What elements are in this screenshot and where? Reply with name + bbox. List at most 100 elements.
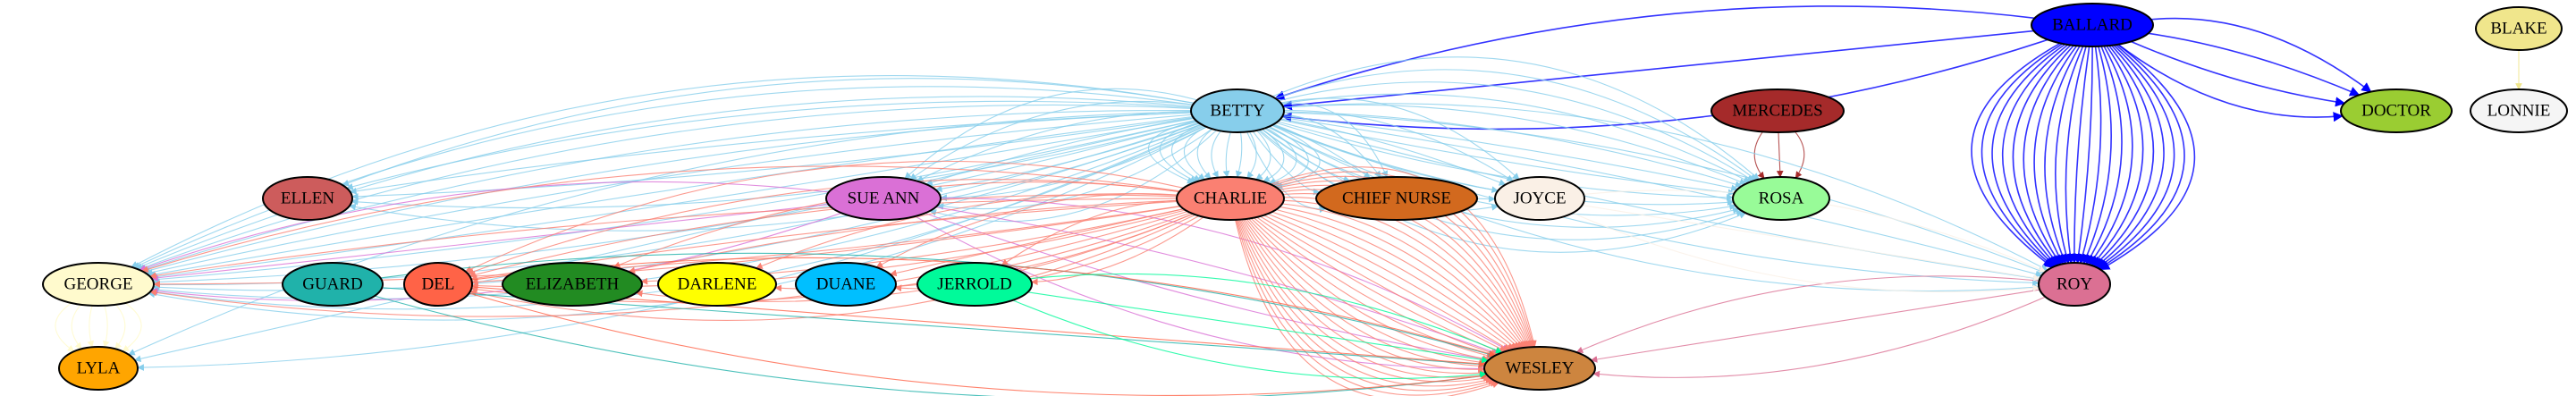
node-betty[interactable]: BETTY <box>1190 88 1285 133</box>
edge-george-to-lyla <box>122 302 142 352</box>
node-george[interactable]: GEORGE <box>42 262 155 307</box>
edge-roy-to-wesley <box>1592 296 2046 378</box>
edge-sue-ann-to-george <box>150 212 842 301</box>
node-wesley[interactable]: WESLEY <box>1483 346 1596 391</box>
edge-betty-to-sue-ann <box>904 88 1198 180</box>
edge-betty-to-charlie <box>1196 128 1213 180</box>
edge-betty-to-rosa <box>1276 122 1734 201</box>
node-guard[interactable]: GUARD <box>282 262 384 307</box>
edge-ballard-to-doctor <box>2117 44 2344 122</box>
node-jerrold[interactable]: JERROLD <box>916 262 1033 307</box>
edge-charlie-to-wesley <box>1242 219 1485 374</box>
edge-betty-to-george <box>145 114 1192 276</box>
node-joyce-label: JOYCE <box>1513 190 1566 208</box>
node-mercedes[interactable]: MERCEDES <box>1710 88 1845 133</box>
node-joyce-shape <box>1494 176 1585 221</box>
edge-ballard-to-roy <box>2082 46 2112 265</box>
edge-guard-to-wesley <box>374 295 1489 396</box>
node-roy[interactable]: ROY <box>2038 262 2111 307</box>
node-blake[interactable]: BLAKE <box>2475 6 2563 51</box>
edge-betty-to-rosa <box>1271 56 1760 181</box>
node-lonnie-shape <box>2470 88 2568 133</box>
edge-charlie-to-george <box>149 210 1188 317</box>
edge-charlie-to-wesley <box>1276 208 1520 350</box>
node-duane-shape <box>795 262 897 307</box>
node-roy-label: ROY <box>2057 275 2092 294</box>
node-lyla[interactable]: LYLA <box>58 346 139 391</box>
node-charlie-label: CHARLIE <box>1194 190 1267 208</box>
node-rosa[interactable]: ROSA <box>1732 176 1830 221</box>
node-jerrold-label: JERROLD <box>937 275 1011 294</box>
edge-ballard-to-doctor <box>2148 32 2361 97</box>
node-elizabeth[interactable]: ELIZABETH <box>502 262 643 307</box>
edge-ballard-to-doctor <box>2150 17 2372 93</box>
edge-ballard-to-doctor <box>2130 40 2346 107</box>
edge-betty-to-charlie <box>1147 120 1197 184</box>
node-duane[interactable]: DUANE <box>795 262 897 307</box>
node-sue-ann[interactable]: SUE ANN <box>825 176 942 221</box>
edge-betty-to-lyla <box>133 120 1196 363</box>
edge-sue-ann-to-wesley <box>915 215 1485 373</box>
edge-george-to-lyla <box>103 305 110 349</box>
edge-ballard-to-roy <box>2085 46 2123 265</box>
edge-ballard-to-roy <box>2033 45 2078 265</box>
node-darlene[interactable]: DARLENE <box>657 262 777 307</box>
node-ballard-label: BALLARD <box>2052 16 2133 35</box>
edge-betty-to-joyce <box>1280 97 1520 181</box>
edge-charlie-to-wesley <box>1267 213 1514 350</box>
edge-ballard-to-roy <box>2092 45 2155 267</box>
edge-ballard-to-roy <box>2090 45 2144 266</box>
edge-ballard-to-betty <box>1281 38 2048 131</box>
edge-betty-to-rosa <box>1280 119 1736 197</box>
edge-betty-to-roy <box>1283 112 2046 274</box>
edge-betty-to-charlie <box>1246 131 1257 179</box>
node-lyla-shape <box>58 346 139 391</box>
node-mercedes-label: MERCEDES <box>1732 102 1822 121</box>
node-doctor[interactable]: DOCTOR <box>2340 88 2453 133</box>
node-roy-shape <box>2038 262 2111 307</box>
edge-charlie-to-wesley <box>1235 219 1498 396</box>
edge-charlie-to-wesley <box>1241 219 1486 377</box>
edge-betty-to-rosa <box>1278 81 1754 181</box>
node-rosa-shape <box>1732 176 1830 221</box>
node-chief-nurse[interactable]: CHIEF NURSE <box>1315 176 1478 221</box>
edge-george-to-lyla <box>87 305 94 349</box>
node-charlie[interactable]: CHARLIE <box>1176 176 1285 221</box>
node-rosa-label: ROSA <box>1759 190 1804 208</box>
edge-layer <box>55 5 2522 396</box>
node-ballard[interactable]: BALLARD <box>2031 3 2154 47</box>
edge-roy-to-wesley <box>1575 275 2040 353</box>
node-chief-nurse-shape <box>1315 176 1478 221</box>
node-darlene-shape <box>657 262 777 307</box>
edge-charlie-to-wesley <box>1237 219 1493 387</box>
node-del[interactable]: DEL <box>403 262 473 307</box>
node-blake-shape <box>2475 6 2563 51</box>
edge-betty-to-george <box>150 117 1195 281</box>
node-doctor-shape <box>2340 88 2453 133</box>
node-joyce[interactable]: JOYCE <box>1494 176 1585 221</box>
edge-mercedes-to-rosa <box>1753 131 1765 180</box>
edge-ballard-to-roy <box>2065 46 2087 265</box>
node-lyla-label: LYLA <box>77 359 121 378</box>
edge-betty-to-ellen <box>351 116 1194 200</box>
node-ellen-shape <box>262 176 353 221</box>
node-lonnie-label: LONNIE <box>2487 102 2551 121</box>
edge-betty-to-sue-ann <box>936 128 1213 210</box>
node-betty-label: BETTY <box>1210 102 1264 121</box>
edge-charlie-to-wesley <box>1236 219 1495 392</box>
edge-betty-to-rosa <box>1281 93 1751 183</box>
edge-betty-to-rosa <box>1282 115 1738 192</box>
edge-betty-to-charlie <box>1222 131 1231 178</box>
edge-charlie-to-duane <box>889 208 1184 277</box>
node-ellen[interactable]: ELLEN <box>262 176 353 221</box>
node-lonnie[interactable]: LONNIE <box>2470 88 2568 133</box>
edge-charlie-to-elizabeth <box>628 199 1178 274</box>
node-elizabeth-label: ELIZABETH <box>526 275 620 294</box>
edge-george-to-lyla <box>55 302 75 352</box>
edge-roy-to-wesley <box>1590 289 2040 363</box>
edge-ballard-to-roy <box>2044 46 2081 265</box>
edge-ballard-to-roy <box>1971 42 2061 268</box>
node-wesley-label: WESLEY <box>1505 359 1574 378</box>
edge-ballard-to-roy <box>2098 44 2185 270</box>
